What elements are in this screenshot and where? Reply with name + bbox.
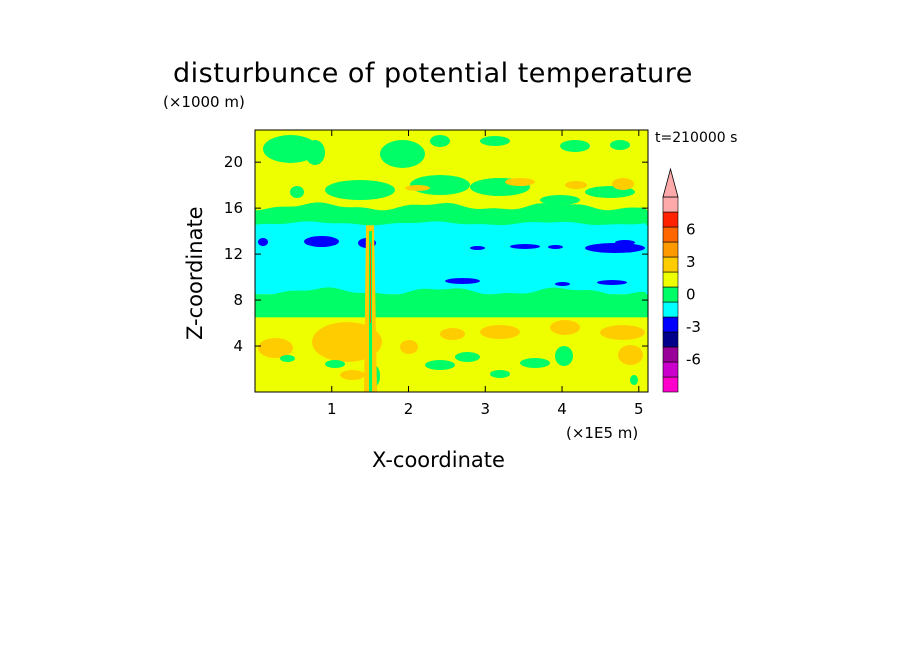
colorbar-swatch [662, 301, 679, 318]
contour-blob [550, 320, 580, 335]
colorbar-extend-arrow [662, 167, 679, 198]
colorbar-swatch [662, 256, 679, 273]
colorbar-tick-label: 3 [686, 253, 696, 271]
contour-blob [263, 135, 318, 163]
contour-blob [585, 243, 645, 253]
contour-blob [258, 338, 293, 358]
contour-blob [600, 325, 645, 340]
y-tick-label: 16 [224, 199, 243, 217]
colorbar-swatch [662, 376, 679, 393]
colorbar-swatch [662, 226, 679, 243]
contour-blob [325, 360, 345, 368]
contour-blob [405, 185, 430, 191]
colorbar-swatch [662, 196, 679, 213]
contour-field [254, 129, 649, 393]
contour-blob [304, 236, 339, 247]
contour-plume [370, 242, 371, 324]
contour-blob [410, 175, 470, 195]
contour-blob [555, 282, 570, 286]
y-tick-label: 20 [224, 153, 243, 171]
contour-blob [560, 140, 590, 152]
x-axis-unit-label: (×1E5 m) [566, 424, 639, 442]
contour-blob [540, 195, 580, 205]
y-axis-unit-label: (×1000 m) [163, 93, 245, 111]
colorbar-tick-label: 6 [686, 221, 696, 239]
contour-blob [615, 240, 635, 245]
contour-blob [400, 340, 418, 354]
x-tick-label: 2 [404, 400, 414, 418]
contour-blob [618, 345, 643, 365]
contour-blob [290, 186, 304, 198]
x-axis-label: X-coordinate [372, 448, 505, 472]
x-tick-label: 3 [481, 400, 491, 418]
y-tick-label: 12 [224, 245, 243, 263]
contour-blob [340, 370, 365, 380]
colorbar-swatch [662, 271, 679, 288]
contour-blob [325, 180, 395, 200]
colorbar-swatch [662, 286, 679, 303]
contour-blob [305, 140, 325, 165]
contour-blob [612, 178, 634, 190]
contour-blob [555, 346, 573, 366]
contour-blob [470, 246, 485, 250]
contour-blob [610, 140, 630, 150]
colorbar-swatch [662, 361, 679, 378]
contour-upper-green-edge [255, 202, 648, 218]
contour-blob [510, 244, 540, 249]
colorbar-tick-label: -3 [686, 318, 701, 336]
colorbar-swatch [662, 211, 679, 228]
y-tick-label: 8 [233, 291, 243, 309]
colorbar-swatch [662, 316, 679, 333]
x-tick-label: 1 [327, 400, 337, 418]
plot-frame [254, 129, 649, 393]
chart-title: disturbunce of potential temperature [173, 58, 693, 89]
contour-blob [445, 278, 480, 284]
contour-blob [280, 355, 295, 362]
contour-blob [520, 358, 550, 368]
contour-blob [455, 352, 480, 362]
contour-blob [258, 238, 268, 246]
y-tick-label: 4 [233, 337, 243, 355]
colorbar-swatch [662, 241, 679, 258]
x-tick-label: 5 [634, 400, 644, 418]
contour-cyan-edge [255, 221, 648, 230]
contour-blob [597, 280, 627, 285]
contour-blob [490, 370, 510, 378]
contour-blob [380, 140, 425, 168]
contour-blob [505, 178, 535, 186]
y-axis: 4 8 12 16 20 [224, 153, 648, 355]
time-label: t=210000 s [655, 130, 738, 146]
colorbar-tick-label: 0 [686, 286, 696, 304]
colorbar-tick-label: -6 [686, 351, 701, 369]
contour-blob [425, 360, 455, 370]
contour-blob [480, 136, 510, 146]
colorbar: 6 3 0 -3 -6 [662, 167, 701, 393]
contour-blob [440, 328, 465, 340]
contour-blob [430, 135, 450, 147]
contour-band [255, 225, 648, 295]
colorbar-swatch [662, 346, 679, 363]
contour-blob [548, 245, 563, 249]
contour-blob [480, 325, 520, 339]
colorbar-swatch [662, 331, 679, 348]
contour-blob [565, 181, 587, 189]
contour-band [255, 294, 648, 318]
contour-blob [630, 375, 638, 385]
x-axis: 1 2 3 4 5 [327, 130, 644, 418]
x-tick-label: 4 [557, 400, 567, 418]
contour-lower-green-edge [255, 287, 648, 303]
